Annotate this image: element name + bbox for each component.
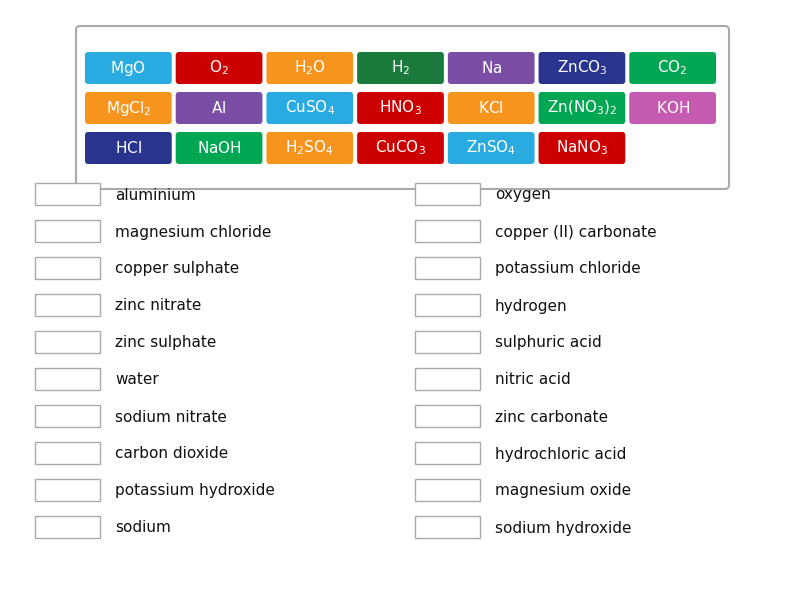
FancyBboxPatch shape	[35, 220, 100, 242]
FancyBboxPatch shape	[35, 442, 100, 464]
Text: $\mathrm{KCl}$: $\mathrm{KCl}$	[478, 100, 504, 116]
Text: $\mathrm{ZnCO_{3}}$: $\mathrm{ZnCO_{3}}$	[557, 59, 607, 77]
Text: $\mathrm{H_{2}SO_{4}}$: $\mathrm{H_{2}SO_{4}}$	[286, 139, 334, 157]
FancyBboxPatch shape	[35, 405, 100, 427]
Text: $\mathrm{Al}$: $\mathrm{Al}$	[211, 100, 226, 116]
FancyBboxPatch shape	[415, 220, 480, 242]
Text: $\mathrm{HCl}$: $\mathrm{HCl}$	[115, 140, 142, 156]
FancyBboxPatch shape	[35, 257, 100, 279]
Text: aluminium: aluminium	[115, 187, 196, 202]
Text: oxygen: oxygen	[495, 187, 550, 202]
FancyBboxPatch shape	[35, 331, 100, 353]
FancyBboxPatch shape	[415, 442, 480, 464]
Text: $\mathrm{MgCl_{2}}$: $\mathrm{MgCl_{2}}$	[106, 98, 151, 118]
FancyBboxPatch shape	[415, 257, 480, 279]
FancyBboxPatch shape	[630, 52, 716, 84]
FancyBboxPatch shape	[538, 92, 626, 124]
Text: $\mathrm{Zn(NO_{3})_{2}}$: $\mathrm{Zn(NO_{3})_{2}}$	[546, 99, 618, 117]
Text: $\mathrm{HNO_{3}}$: $\mathrm{HNO_{3}}$	[379, 98, 422, 118]
Text: carbon dioxide: carbon dioxide	[115, 446, 228, 461]
FancyBboxPatch shape	[448, 132, 534, 164]
Text: sodium: sodium	[115, 520, 171, 535]
FancyBboxPatch shape	[266, 92, 353, 124]
Text: magnesium oxide: magnesium oxide	[495, 484, 631, 499]
Text: copper sulphate: copper sulphate	[115, 262, 239, 277]
FancyBboxPatch shape	[35, 183, 100, 205]
FancyBboxPatch shape	[538, 132, 626, 164]
Text: magnesium chloride: magnesium chloride	[115, 224, 271, 239]
Text: sodium hydroxide: sodium hydroxide	[495, 520, 631, 535]
Text: $\mathrm{CuCO_{3}}$: $\mathrm{CuCO_{3}}$	[375, 139, 426, 157]
Text: hydrochloric acid: hydrochloric acid	[495, 446, 626, 461]
FancyBboxPatch shape	[538, 52, 626, 84]
FancyBboxPatch shape	[415, 183, 480, 205]
Text: $\mathrm{H_{2}}$: $\mathrm{H_{2}}$	[391, 59, 410, 77]
Text: $\mathrm{CuSO_{4}}$: $\mathrm{CuSO_{4}}$	[285, 98, 335, 118]
FancyBboxPatch shape	[35, 368, 100, 390]
FancyBboxPatch shape	[76, 26, 729, 189]
Text: sodium nitrate: sodium nitrate	[115, 409, 227, 425]
Text: copper (II) carbonate: copper (II) carbonate	[495, 224, 657, 239]
Text: sulphuric acid: sulphuric acid	[495, 335, 602, 350]
FancyBboxPatch shape	[448, 92, 534, 124]
FancyBboxPatch shape	[176, 132, 262, 164]
FancyBboxPatch shape	[415, 516, 480, 538]
FancyBboxPatch shape	[415, 405, 480, 427]
Text: $\mathrm{ZnSO_{4}}$: $\mathrm{ZnSO_{4}}$	[466, 139, 516, 157]
Text: $\mathrm{MgO}$: $\mathrm{MgO}$	[110, 58, 146, 77]
FancyBboxPatch shape	[85, 132, 172, 164]
Text: potassium chloride: potassium chloride	[495, 262, 641, 277]
FancyBboxPatch shape	[35, 479, 100, 501]
FancyBboxPatch shape	[85, 92, 172, 124]
FancyBboxPatch shape	[630, 92, 716, 124]
FancyBboxPatch shape	[415, 368, 480, 390]
FancyBboxPatch shape	[357, 132, 444, 164]
Text: $\mathrm{NaOH}$: $\mathrm{NaOH}$	[197, 140, 242, 156]
Text: potassium hydroxide: potassium hydroxide	[115, 484, 275, 499]
Text: $\mathrm{O_{2}}$: $\mathrm{O_{2}}$	[209, 59, 229, 77]
FancyBboxPatch shape	[415, 479, 480, 501]
Text: nitric acid: nitric acid	[495, 373, 570, 388]
FancyBboxPatch shape	[266, 132, 353, 164]
FancyBboxPatch shape	[176, 52, 262, 84]
Text: water: water	[115, 373, 158, 388]
Text: zinc sulphate: zinc sulphate	[115, 335, 216, 350]
FancyBboxPatch shape	[448, 52, 534, 84]
FancyBboxPatch shape	[357, 92, 444, 124]
Text: hydrogen: hydrogen	[495, 298, 568, 313]
FancyBboxPatch shape	[266, 52, 353, 84]
Text: $\mathrm{H_{2}O}$: $\mathrm{H_{2}O}$	[294, 59, 326, 77]
FancyBboxPatch shape	[415, 331, 480, 353]
FancyBboxPatch shape	[357, 52, 444, 84]
FancyBboxPatch shape	[176, 92, 262, 124]
FancyBboxPatch shape	[85, 52, 172, 84]
Text: $\mathrm{KOH}$: $\mathrm{KOH}$	[656, 100, 690, 116]
Text: $\mathrm{Na}$: $\mathrm{Na}$	[481, 60, 502, 76]
Text: zinc nitrate: zinc nitrate	[115, 298, 202, 313]
Text: $\mathrm{CO_{2}}$: $\mathrm{CO_{2}}$	[658, 59, 688, 77]
Text: zinc carbonate: zinc carbonate	[495, 409, 608, 425]
FancyBboxPatch shape	[35, 516, 100, 538]
Text: $\mathrm{NaNO_{3}}$: $\mathrm{NaNO_{3}}$	[556, 139, 608, 157]
FancyBboxPatch shape	[415, 294, 480, 316]
FancyBboxPatch shape	[35, 294, 100, 316]
